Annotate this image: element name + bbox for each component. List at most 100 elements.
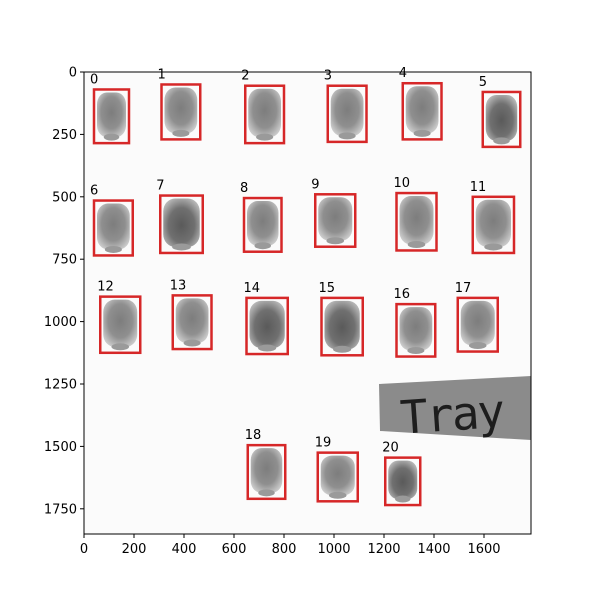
- kernel: [485, 94, 518, 145]
- kernel-tip: [493, 137, 510, 145]
- y-tick-label: 1250: [44, 378, 77, 393]
- bounding-box: [92, 88, 131, 145]
- x-tick-label: 600: [222, 542, 247, 557]
- bounding-box-label: 3: [324, 69, 332, 84]
- bounding-box-label: 11: [470, 180, 487, 195]
- y-tick-label: 1500: [44, 440, 77, 455]
- bounding-box: [171, 294, 213, 351]
- bounding-box: [471, 195, 516, 255]
- bounding-box-label: 12: [97, 280, 114, 295]
- bounding-box: [320, 296, 364, 357]
- bounding-box-label: 13: [170, 278, 187, 293]
- bounding-box: [160, 83, 202, 141]
- kernel-body: [320, 455, 355, 496]
- y-tick-label: 250: [52, 128, 77, 143]
- kernel: [248, 88, 281, 141]
- bounding-box-label: 7: [156, 179, 164, 194]
- kernel: [460, 300, 495, 350]
- kernel-body: [324, 300, 360, 350]
- kernel-tip: [172, 129, 190, 137]
- bounding-box-label: 9: [311, 177, 319, 192]
- kernel: [320, 455, 355, 499]
- kernel: [388, 460, 418, 503]
- tray-handwritten-text: Tray: [399, 384, 506, 445]
- kernel-body: [388, 460, 418, 500]
- kernel: [164, 87, 198, 137]
- kernel-body: [318, 197, 353, 241]
- bounding-box-label: 1: [158, 67, 166, 82]
- kernel-tip: [254, 242, 271, 250]
- kernel-body: [103, 299, 138, 347]
- axes-frame: [83, 71, 532, 535]
- bounding-box-label: 15: [319, 281, 336, 296]
- kernel-tip: [103, 133, 120, 141]
- kernel-body: [164, 87, 198, 134]
- kernel-body: [97, 203, 130, 250]
- kernel: [399, 196, 434, 248]
- kernel-tip: [468, 342, 487, 350]
- y-tick-label: 0: [69, 66, 77, 81]
- kernel-tip: [111, 343, 130, 351]
- bounding-box-label: 8: [240, 181, 248, 196]
- bounding-box: [314, 193, 357, 248]
- kernel-tip: [183, 339, 201, 347]
- kernel: [475, 199, 511, 251]
- y-tick-label: 500: [52, 190, 77, 205]
- bounding-box-label: 14: [244, 281, 261, 296]
- y-axis: 0 250 500 750 1000 1250 1500 1750: [44, 66, 84, 517]
- bounding-box: [246, 443, 287, 501]
- bounding-box-label: 19: [315, 436, 332, 451]
- kernel: [405, 86, 439, 137]
- x-tick-label: 0: [80, 542, 88, 557]
- bounding-box: [316, 451, 359, 503]
- kernel: [97, 203, 130, 253]
- x-tick-label: 1600: [467, 542, 500, 557]
- bounding-box-label: 0: [90, 72, 98, 87]
- x-tick-label: 800: [272, 542, 297, 557]
- bounding-box: [384, 456, 422, 507]
- kernel-body: [405, 86, 439, 134]
- kernel-body: [247, 201, 279, 246]
- photo-background: [84, 72, 531, 534]
- bounding-box-label: 17: [455, 281, 472, 296]
- kernel: [163, 198, 200, 251]
- kernel: [330, 88, 364, 140]
- x-axis: 0 200 400 600 800 1000 1200 1400 1600: [80, 534, 501, 557]
- x-tick-label: 400: [172, 542, 197, 557]
- kernel-body: [485, 94, 518, 141]
- bounding-box-label: 16: [394, 287, 411, 302]
- bounding-box: [159, 194, 204, 255]
- kernel-tip: [407, 240, 426, 248]
- x-tick-label: 1200: [367, 542, 400, 557]
- bounding-box: [395, 191, 438, 252]
- bounding-box: [481, 90, 522, 149]
- x-tick-label: 1400: [417, 542, 450, 557]
- kernel: [249, 300, 285, 352]
- kernel: [97, 92, 126, 141]
- bounding-box: [326, 84, 368, 144]
- bounding-box-label: 5: [479, 75, 487, 90]
- bounding-box: [244, 84, 286, 145]
- kernel-body: [163, 198, 200, 247]
- kernel-tip: [413, 129, 431, 137]
- kernel-body: [97, 92, 126, 138]
- kernel: [175, 298, 209, 347]
- kernel-body: [399, 307, 433, 351]
- bounding-box: [395, 302, 437, 358]
- kernel-tip: [395, 495, 411, 503]
- bounding-box: [99, 295, 142, 355]
- kernel-tip: [484, 243, 503, 251]
- x-tick-label: 1000: [317, 542, 350, 557]
- kernel-tip: [258, 489, 275, 497]
- kernel-body: [475, 199, 511, 247]
- kernel-tip: [104, 245, 122, 253]
- kernel-body: [330, 88, 364, 136]
- bounding-box-label: 20: [382, 441, 399, 456]
- bounding-box: [92, 199, 134, 257]
- kernel: [103, 299, 138, 351]
- bounding-box-label: 10: [394, 176, 411, 191]
